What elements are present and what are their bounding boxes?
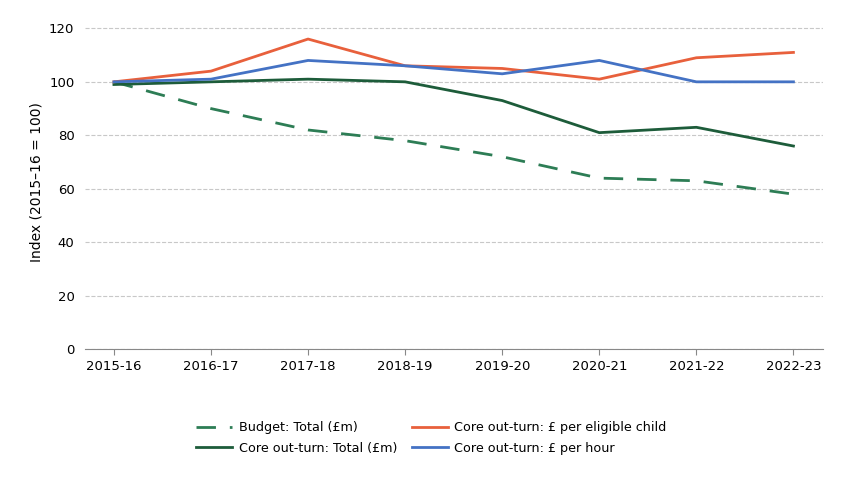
Legend: Budget: Total (£m), Core out-turn: Total (£m), Core out-turn: £ per eligible chi: Budget: Total (£m), Core out-turn: Total… — [192, 416, 672, 460]
Y-axis label: Index (2015–16 = 100): Index (2015–16 = 100) — [30, 102, 43, 262]
